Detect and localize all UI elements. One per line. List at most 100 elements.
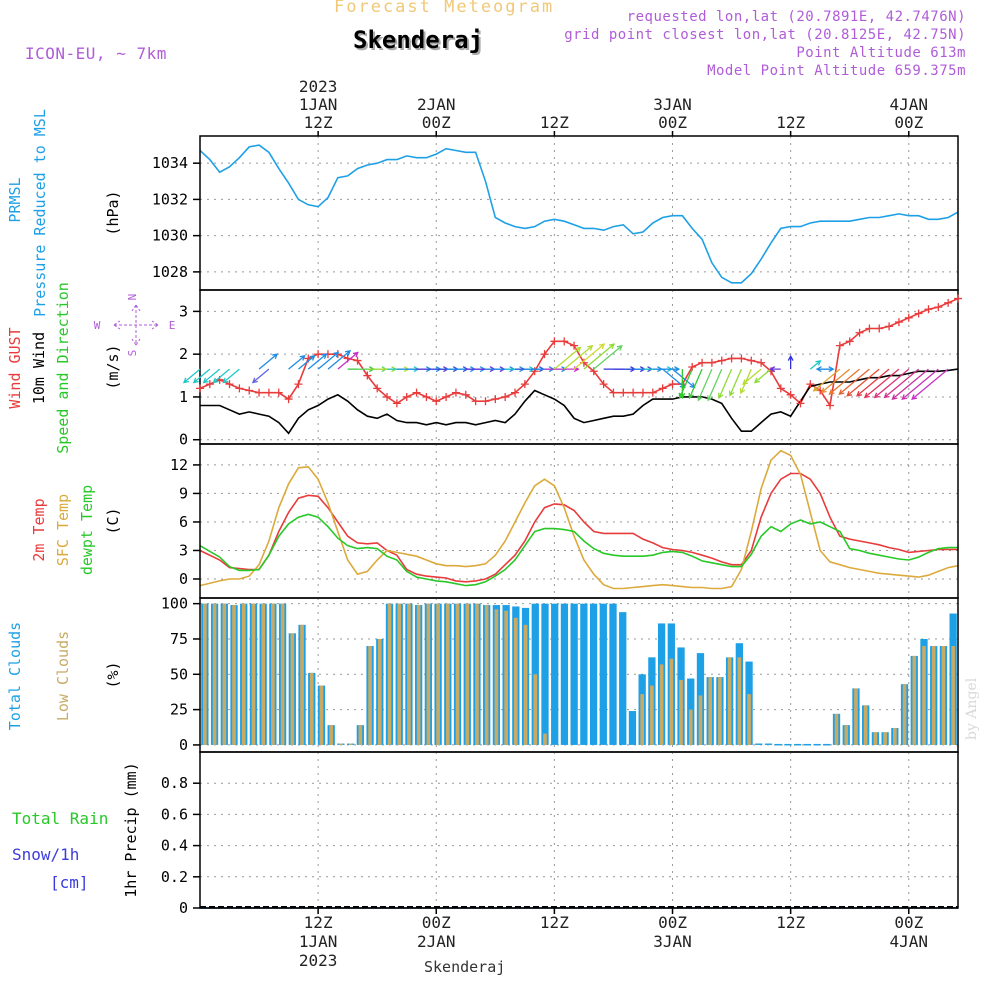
low-cloud-bar <box>708 677 713 745</box>
top-time-label: 12Z <box>304 113 333 132</box>
panel-3 <box>193 443 959 599</box>
gust-marker <box>471 397 480 406</box>
low-cloud-bar <box>261 603 265 745</box>
y-tick-label: 1032 <box>152 190 188 208</box>
total-cloud-bar <box>813 743 821 746</box>
wind-arrow <box>787 354 794 370</box>
low-cloud-bar <box>309 672 314 745</box>
compass-east: E <box>169 319 176 332</box>
total-cloud-bar <box>823 743 831 746</box>
low-cloud-bar <box>300 624 304 745</box>
rain-label: Total Rain <box>12 809 108 828</box>
low-cloud-bar <box>445 603 450 745</box>
gridpoint-coordinates: grid point closest lon,lat (20.8125E, 42… <box>564 27 966 43</box>
y-tick-label: 0 <box>179 570 188 588</box>
gust-marker <box>707 358 716 367</box>
wind-arrow <box>593 344 623 370</box>
gust-marker <box>274 388 283 397</box>
pressure-label-short: PRMSL <box>6 177 24 222</box>
low-cloud-bar <box>834 713 839 745</box>
wind-arrow <box>688 368 703 400</box>
low-cloud-bar <box>523 624 528 745</box>
bottom-time-label: 12Z <box>776 913 805 932</box>
gust-marker <box>924 305 933 314</box>
gust-marker <box>609 388 618 397</box>
low-cloud-bar <box>650 685 654 745</box>
model-point-altitude: Model Point Altitude 659.375m <box>707 63 966 79</box>
y-tick-label: 12 <box>170 456 188 474</box>
axis-unit: (C) <box>104 507 122 534</box>
y-tick-label: 1028 <box>152 263 188 281</box>
total-cloud-bar <box>774 743 782 746</box>
bottom-time-label: 3JAN <box>653 932 692 951</box>
wind-arrow <box>707 368 723 402</box>
wind-arrow <box>718 368 733 400</box>
snow-unit-label: [cm] <box>50 873 89 892</box>
low-cloud-bar <box>358 725 363 745</box>
panel-frame <box>199 443 959 599</box>
low-cloud-bar <box>504 610 508 745</box>
gust-marker <box>826 401 835 410</box>
gust-marker <box>944 298 953 307</box>
y-tick-label: 9 <box>179 484 188 502</box>
low-cloud-bar <box>543 733 547 745</box>
wind-label: 10m Wind <box>30 332 48 404</box>
gust-marker <box>894 318 903 327</box>
gust-marker <box>235 384 244 393</box>
low-cloud-bar <box>387 603 392 745</box>
wind-direction-label: Speed and Direction <box>54 282 72 454</box>
y-tick-label: 0.8 <box>161 774 188 792</box>
y-tick-label: 1034 <box>152 154 188 172</box>
y-tick-label: 75 <box>170 630 188 648</box>
series-sfc-temp <box>199 449 959 590</box>
compass-north: N <box>126 294 139 301</box>
bottom-time-label: 00Z <box>894 913 923 932</box>
total-cloud-bar <box>755 743 763 745</box>
gust-marker <box>885 322 894 331</box>
low-cloud-bar <box>854 688 858 745</box>
y-tick-label: 0 <box>179 899 188 917</box>
gust-marker <box>629 388 638 397</box>
wind-arrow <box>288 354 306 370</box>
gust-marker <box>865 324 874 333</box>
wind-arrow <box>911 368 949 400</box>
axis-unit: (m/s) <box>104 344 122 389</box>
low-cloud-bar <box>951 646 955 745</box>
compass-south: S <box>126 350 139 357</box>
panel-frame <box>199 751 959 909</box>
top-time-label: 2JAN <box>417 95 456 114</box>
wind-arrow <box>583 343 615 370</box>
wind-arrow <box>728 368 743 397</box>
wind-arrow <box>820 368 851 394</box>
low-cloud-bar <box>271 603 275 745</box>
gust-marker <box>648 388 657 397</box>
y-tick-label: 0.6 <box>161 805 188 823</box>
low-cloud-bar <box>640 694 644 745</box>
total-cloud-bar <box>551 603 559 745</box>
low-cloud-bar <box>941 646 946 745</box>
low-cloud-bar <box>863 705 868 745</box>
gust-marker <box>383 392 392 401</box>
point-altitude: Point Altitude 613m <box>796 45 966 61</box>
low-cloud-bar <box>931 646 936 745</box>
low-cloud-bar <box>455 603 460 745</box>
wind-arrow <box>573 343 606 370</box>
low-cloud-bar <box>718 677 722 745</box>
total-cloud-bar <box>794 743 802 746</box>
bottom-time-label: 00Z <box>422 913 451 932</box>
low-cloud-bar <box>339 743 343 745</box>
gust-marker <box>501 392 510 401</box>
total-cloud-bar <box>628 711 637 745</box>
gust-marker <box>914 309 923 318</box>
series-prmsl <box>199 144 959 284</box>
bottom-time-label: 1JAN <box>299 932 338 951</box>
wind-arrow <box>856 368 890 397</box>
total-clouds-label: Total Clouds <box>6 622 24 730</box>
low-cloud-bar <box>883 732 887 745</box>
total-cloud-bar <box>784 743 792 746</box>
snow-label: Snow/1h <box>12 845 79 864</box>
gust-marker <box>570 341 579 350</box>
gust-marker <box>550 337 559 346</box>
gust-marker <box>511 388 520 397</box>
y-tick-label: 0 <box>179 736 188 754</box>
